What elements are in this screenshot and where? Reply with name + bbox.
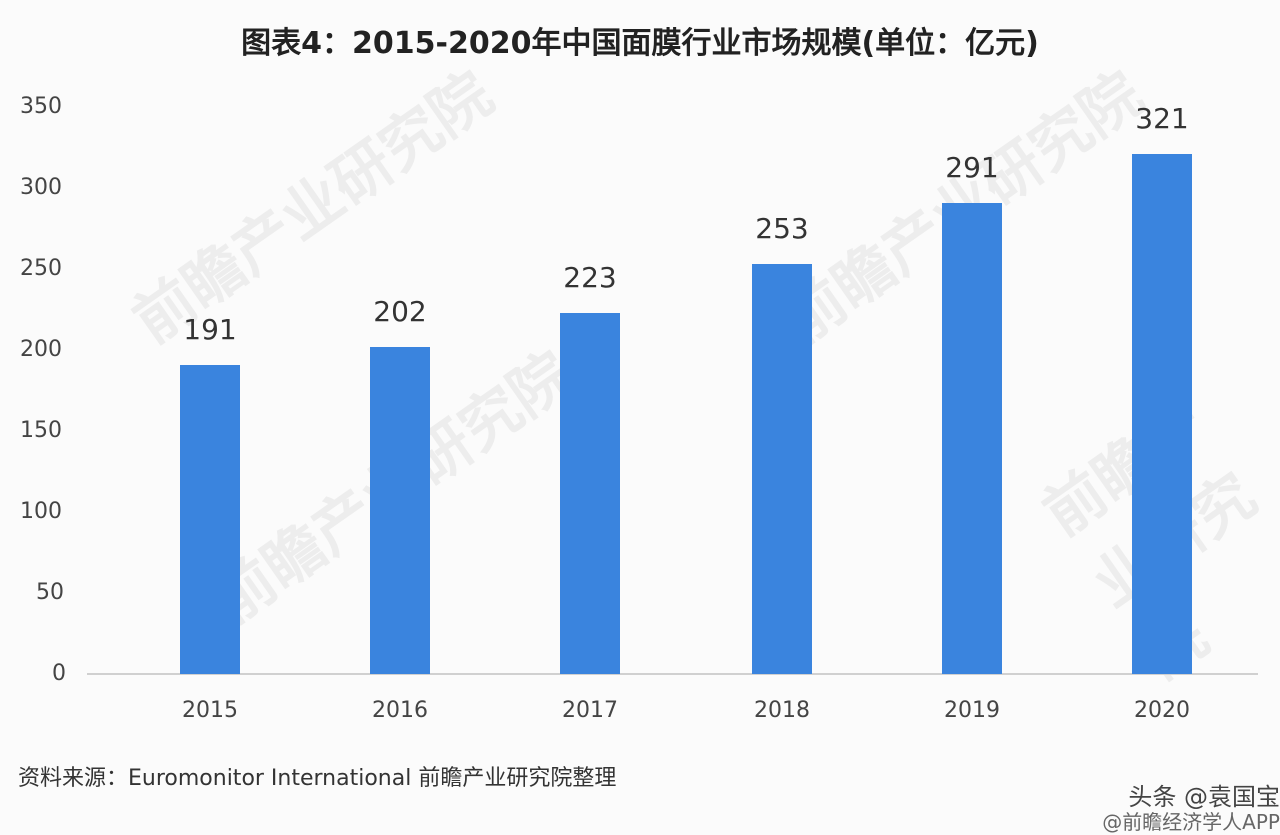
x-tick: 2016: [372, 698, 428, 723]
bar-2018: [752, 264, 812, 674]
y-tick: 200: [20, 337, 62, 362]
bar-2017: [560, 312, 620, 674]
chart-title: 图表4：2015-2020年中国面膜行业市场规模(单位：亿元): [241, 26, 1039, 61]
x-tick: 2017: [562, 698, 618, 723]
app-watermark: @前瞻经济学人APP: [1102, 810, 1280, 834]
author-watermark: 头条 @袁国宝: [1128, 783, 1280, 811]
y-tick: 350: [20, 94, 62, 119]
x-tick: 2018: [754, 698, 810, 723]
bar-2019: [942, 202, 1002, 674]
y-tick: 0: [52, 661, 66, 686]
x-axis-line: [87, 673, 1258, 675]
y-tick: 250: [20, 256, 62, 281]
value-label: 321: [1135, 101, 1189, 135]
source-note: 资料来源：Euromonitor International 前瞻产业研究院整理: [18, 766, 617, 791]
y-tick: 150: [20, 418, 62, 443]
value-label: 202: [373, 294, 427, 328]
bar-2016: [370, 346, 430, 674]
y-tick: 300: [20, 175, 62, 200]
x-tick: 2015: [182, 698, 238, 723]
bar-2015: [180, 364, 240, 674]
x-tick: 2020: [1134, 698, 1190, 723]
value-label: 223: [563, 260, 617, 294]
y-tick: 100: [20, 499, 62, 524]
x-tick: 2019: [944, 698, 1000, 723]
value-label: 291: [945, 150, 999, 184]
bar-2020: [1132, 153, 1192, 674]
value-label: 253: [755, 212, 809, 246]
value-label: 191: [183, 312, 237, 346]
y-tick: 50: [36, 580, 64, 605]
